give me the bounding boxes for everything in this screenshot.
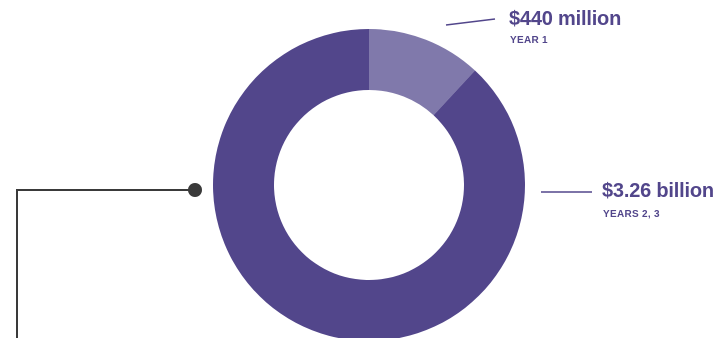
- donut-slice-years23: [212, 29, 525, 341]
- slice-label-value-year1: $440 million: [509, 8, 622, 30]
- donut-slice-year1: [369, 29, 476, 116]
- leader-line-year1: [445, 18, 496, 26]
- slice-label-value-years23: $3.26 billion: [602, 180, 714, 202]
- slice-label-name-year1: YEAR 1: [510, 35, 548, 46]
- slice-label-name-years23: YEARS 2, 3: [603, 209, 660, 220]
- connector-line: [16, 189, 195, 338]
- donut-slices: [212, 29, 525, 341]
- connector-dot: [188, 183, 202, 197]
